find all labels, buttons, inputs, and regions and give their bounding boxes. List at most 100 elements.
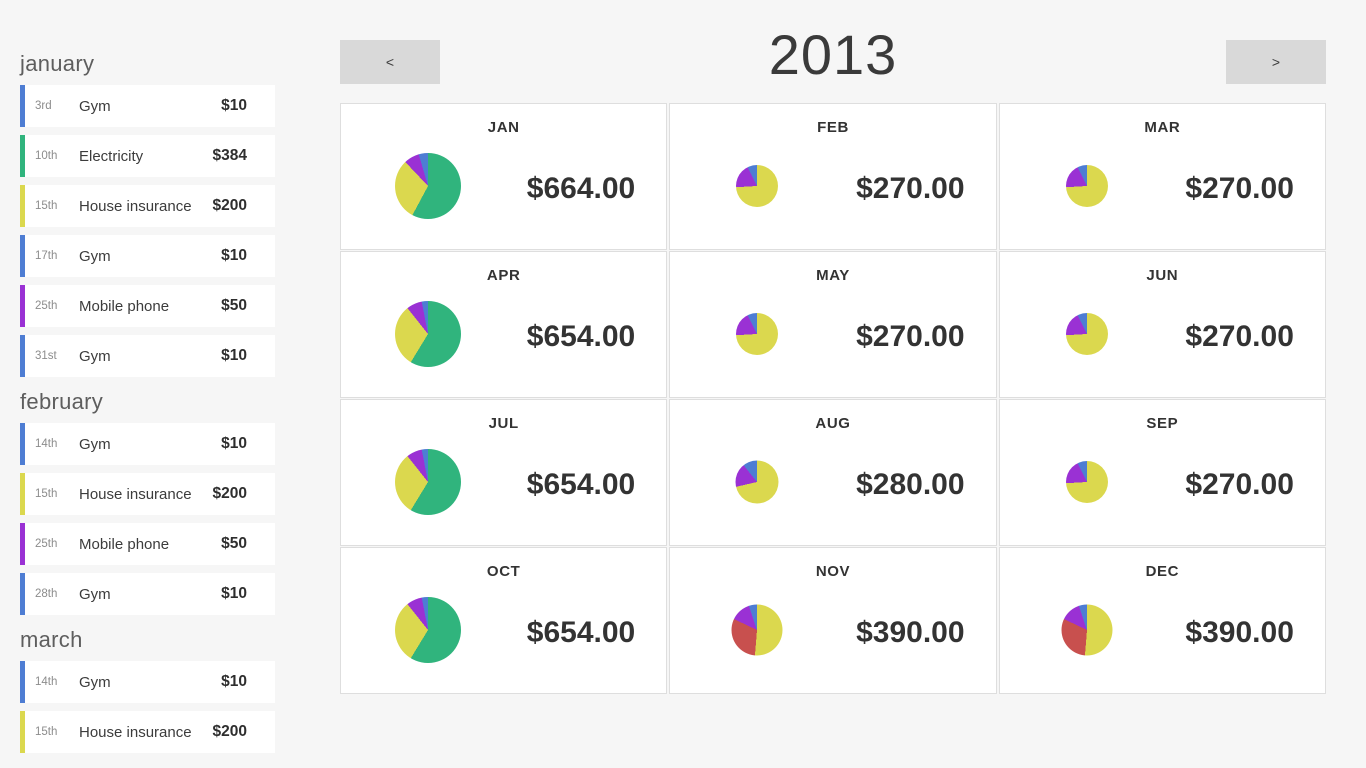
- expense-amount: $10: [221, 585, 247, 602]
- expense-amount: $384: [212, 147, 247, 164]
- month-label: APR: [486, 267, 521, 284]
- month-label: MAR: [1144, 119, 1181, 136]
- expense-list-item[interactable]: 15th House insurance $200: [20, 185, 275, 227]
- prev-year-button[interactable]: <: [340, 40, 440, 84]
- expense-list-item[interactable]: 17th Gym $10: [20, 235, 275, 277]
- category-color-bar: [20, 85, 25, 127]
- sidebar-month-section: march 14th Gym $10 15th House insurance $200: [20, 628, 300, 753]
- month-cell[interactable]: DEC $390.00: [998, 547, 1326, 694]
- category-color-bar: [20, 473, 25, 515]
- expense-label: Gym: [79, 247, 111, 265]
- months-grid: JAN $664.00 FEB $270.00 MAR $270.00 APR $654.00…: [340, 103, 1326, 694]
- month-cell[interactable]: MAR $270.00: [998, 103, 1326, 250]
- month-label: FEB: [817, 119, 849, 136]
- expense-label: Gym: [79, 435, 111, 453]
- month-pie-chart: [731, 604, 783, 656]
- expense-list-item[interactable]: 3rd Gym $10: [20, 85, 275, 127]
- expense-list-item[interactable]: 14th Gym $10: [20, 661, 275, 703]
- month-total: $280.00: [856, 468, 965, 501]
- expense-date: 15th: [35, 488, 58, 500]
- month-label: JUL: [488, 415, 519, 432]
- category-color-bar: [20, 573, 25, 615]
- expense-amount: $200: [212, 485, 247, 502]
- month-total: $270.00: [856, 320, 965, 353]
- category-color-bar: [20, 711, 25, 753]
- expense-label: Gym: [79, 673, 111, 691]
- month-label: SEP: [1146, 415, 1179, 432]
- month-pie-chart: [395, 301, 461, 367]
- month-cell[interactable]: NOV $390.00: [669, 547, 997, 694]
- expense-list-item[interactable]: 14th Gym $10: [20, 423, 275, 465]
- category-color-bar: [20, 235, 25, 277]
- month-cell[interactable]: JUL $654.00: [340, 399, 668, 546]
- month-label: JUN: [1146, 267, 1179, 284]
- expense-list-item[interactable]: 25th Mobile phone $50: [20, 285, 275, 327]
- category-color-bar: [20, 285, 25, 327]
- expense-label: Gym: [79, 97, 111, 115]
- month-cell[interactable]: MAY $270.00: [669, 251, 997, 398]
- month-pie-chart: [735, 460, 779, 504]
- month-pie-chart: [395, 449, 461, 515]
- expense-list-item[interactable]: 15th House insurance $200: [20, 473, 275, 515]
- category-color-bar: [20, 185, 25, 227]
- expense-date: 17th: [35, 250, 58, 262]
- expense-amount: $10: [221, 347, 247, 364]
- next-year-button[interactable]: >: [1226, 40, 1326, 84]
- month-label: DEC: [1145, 563, 1180, 580]
- month-label: MAY: [816, 267, 850, 284]
- expense-label: Gym: [79, 347, 111, 365]
- expense-list-item[interactable]: 28th Gym $10: [20, 573, 275, 615]
- month-pie-chart: [736, 313, 779, 355]
- expense-label: Mobile phone: [79, 535, 170, 553]
- month-total: $270.00: [1185, 320, 1294, 353]
- month-label: JAN: [487, 119, 520, 136]
- expense-date: 25th: [35, 538, 58, 550]
- month-label: OCT: [486, 563, 521, 580]
- expense-date: 31st: [35, 350, 57, 362]
- expense-amount: $10: [221, 435, 247, 452]
- month-total: $664.00: [526, 172, 636, 205]
- expense-list-item[interactable]: 10th Electricity $384: [20, 135, 275, 177]
- expense-amount: $50: [221, 297, 247, 314]
- expense-amount: $10: [221, 673, 247, 690]
- month-cell[interactable]: AUG $280.00: [669, 399, 997, 546]
- month-pie-chart: [736, 165, 779, 207]
- month-pie-chart: [1065, 313, 1108, 355]
- expense-date: 3rd: [35, 100, 52, 112]
- category-color-bar: [20, 423, 25, 465]
- year-header: < 2013 >: [340, 0, 1326, 103]
- month-label: AUG: [815, 415, 851, 432]
- sidebar-month-header: march: [20, 627, 83, 652]
- category-color-bar: [20, 335, 25, 377]
- expense-label: Mobile phone: [79, 297, 170, 315]
- expense-list-item[interactable]: 25th Mobile phone $50: [20, 523, 275, 565]
- sidebar-month-header: january: [20, 51, 95, 76]
- expense-label: Electricity: [79, 147, 144, 165]
- month-pie-chart: [1065, 165, 1108, 207]
- expense-list-item[interactable]: 31st Gym $10: [20, 335, 275, 377]
- expense-list-item[interactable]: 15th House insurance $200: [20, 711, 275, 753]
- expense-label: House insurance: [79, 197, 192, 215]
- month-cell[interactable]: SEP $270.00: [998, 399, 1326, 546]
- month-cell[interactable]: JAN $664.00: [340, 103, 668, 250]
- month-total: $270.00: [1185, 468, 1294, 501]
- expense-amount: $200: [212, 723, 247, 740]
- month-cell[interactable]: OCT $654.00: [340, 547, 668, 694]
- category-color-bar: [20, 523, 25, 565]
- category-color-bar: [20, 661, 25, 703]
- month-pie-chart: [1065, 461, 1108, 503]
- month-pie-chart: [1061, 604, 1113, 656]
- expense-label: House insurance: [79, 485, 192, 503]
- month-pie-chart: [395, 597, 461, 663]
- month-cell[interactable]: JUN $270.00: [998, 251, 1326, 398]
- expense-amount: $50: [221, 535, 247, 552]
- category-color-bar: [20, 135, 25, 177]
- month-total: $270.00: [856, 172, 965, 205]
- month-cell[interactable]: APR $654.00: [340, 251, 668, 398]
- month-cell[interactable]: FEB $270.00: [669, 103, 997, 250]
- expense-date: 14th: [35, 438, 58, 450]
- sidebar-month-header: february: [20, 389, 104, 414]
- expense-date: 15th: [35, 200, 58, 212]
- month-label: NOV: [815, 563, 851, 580]
- month-total: $270.00: [1185, 172, 1294, 205]
